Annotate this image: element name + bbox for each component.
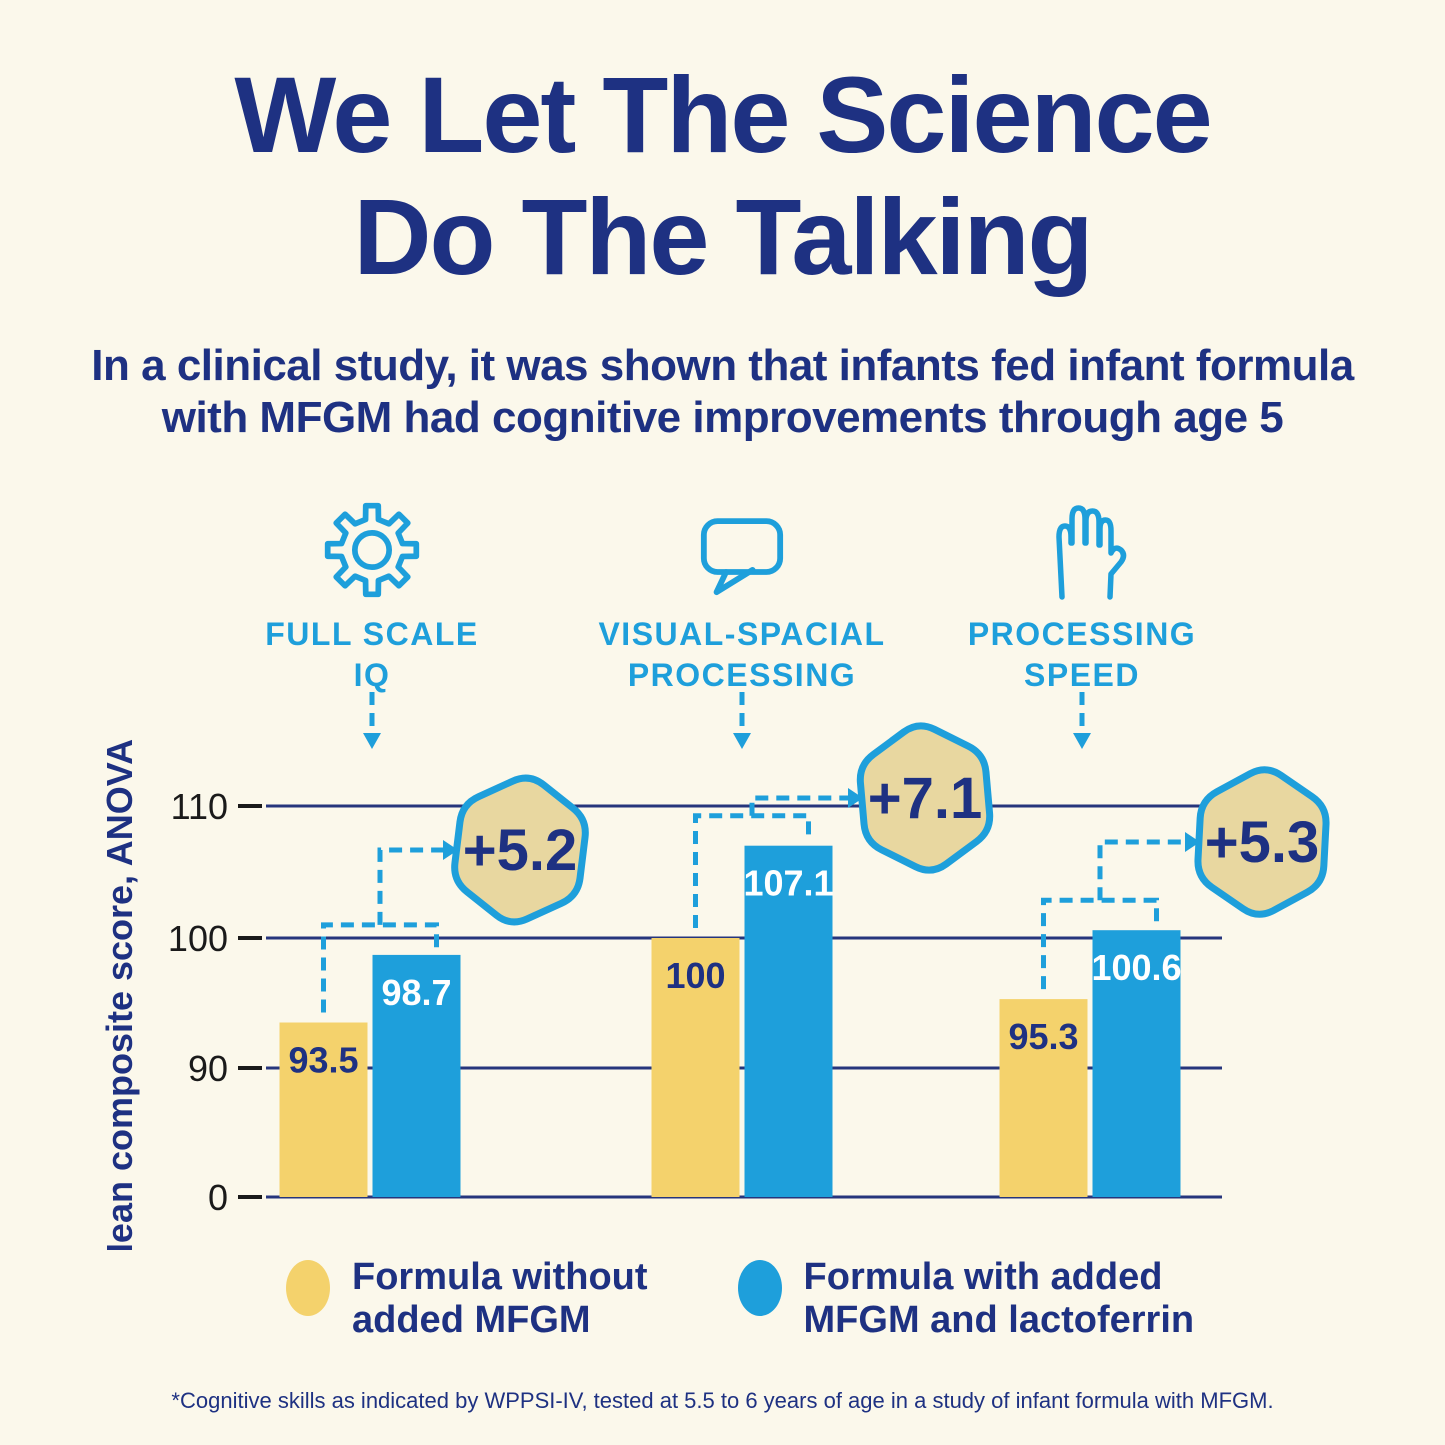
- badge-connector: [377, 847, 444, 925]
- gear-icon: [324, 502, 420, 598]
- bar-value-label: 98.7: [381, 972, 451, 1013]
- arrowhead: [848, 788, 863, 808]
- speech-bubble-icon: [700, 518, 784, 596]
- category-processing-speed: PROCESSING SPEED: [872, 482, 1292, 696]
- bar-with-mfgm: [744, 845, 833, 1197]
- badge-connector: [749, 795, 849, 816]
- page-subtitle: In a clinical study, it was shown that i…: [0, 340, 1445, 444]
- badge-hexagon: [451, 774, 589, 926]
- bar-value-label: 93.5: [288, 1040, 358, 1081]
- legend-label-line-2: MFGM and lactoferrin: [803, 1298, 1195, 1341]
- difference-badge: +5.3: [1194, 766, 1330, 918]
- page-title: We Let The Science Do The Talking: [0, 54, 1445, 298]
- difference-value: +7.1: [868, 766, 983, 831]
- category-label: VISUAL-SPACIAL PROCESSING: [532, 614, 952, 696]
- icon-box: [872, 482, 1292, 602]
- title-line-2: Do The Talking: [353, 176, 1093, 298]
- bracket-connector: [321, 922, 439, 1013]
- arrowhead: [443, 840, 458, 860]
- badge-connector: [1097, 839, 1186, 901]
- legend-item-without-mfgm: Formula without added MFGM: [286, 1256, 648, 1341]
- icon-box: [162, 482, 582, 602]
- arrowhead: [733, 733, 751, 749]
- y-tick-label: 0: [208, 1177, 228, 1218]
- y-axis-title: Mean composite score, ANOVA: [99, 739, 140, 1250]
- bar-with-mfgm: [1092, 930, 1181, 1197]
- subtitle-line-1: In a clinical study, it was shown that i…: [91, 341, 1354, 390]
- bar-without-mfgm: [999, 999, 1088, 1197]
- category-label-line-1: PROCESSING: [967, 616, 1197, 652]
- category-full-scale-iq: FULL SCALE IQ: [162, 482, 582, 696]
- bracket-connector: [693, 813, 811, 928]
- legend-label-line-1: Formula without: [352, 1256, 648, 1298]
- y-tick-label: 100: [168, 918, 228, 959]
- title-line-1: We Let The Science: [234, 54, 1212, 175]
- category-visual-spacial-processing: VISUAL-SPACIAL PROCESSING: [532, 482, 952, 696]
- bar-with-mfgm: [372, 954, 461, 1197]
- category-label: PROCESSING SPEED: [872, 614, 1292, 696]
- legend-label: Formula without added MFGM: [352, 1256, 648, 1341]
- y-tick-label: 110: [171, 786, 228, 827]
- badge-hexagon: [1194, 766, 1330, 918]
- category-label-line-1: VISUAL-SPACIAL: [598, 616, 886, 652]
- arrowhead: [1185, 832, 1200, 852]
- category-label-line-1: FULL SCALE: [265, 616, 479, 652]
- difference-value: +5.2: [463, 818, 578, 883]
- bracket-connector: [1041, 897, 1159, 990]
- legend-label-line-1: Formula with added: [803, 1256, 1163, 1298]
- y-tick-label: 90: [188, 1048, 228, 1089]
- difference-value: +5.3: [1205, 810, 1320, 875]
- legend-swatch-blue: [737, 1260, 782, 1316]
- bar-value-label: 100.6: [1091, 947, 1181, 988]
- icon-box: [532, 482, 952, 602]
- bar-value-label: 100: [665, 955, 725, 996]
- hand-icon: [1056, 505, 1127, 600]
- bar-without-mfgm: [279, 1022, 368, 1197]
- category-label-line-2: PROCESSING: [627, 656, 857, 693]
- legend-swatch-yellow: [286, 1260, 330, 1316]
- subtitle-line-2: with MFGM had cognitive improvements thr…: [161, 392, 1284, 442]
- category-label: FULL SCALE IQ: [162, 614, 582, 696]
- category-label-line-2: SPEED: [1024, 656, 1140, 693]
- bar-value-label: 95.3: [1008, 1016, 1078, 1057]
- bar-without-mfgm: [651, 938, 740, 1197]
- arrowhead: [363, 733, 381, 749]
- footnote: *Cognitive skills as indicated by WPPSI-…: [171, 1388, 1274, 1413]
- chart-legend: Formula without added MFGM Formula with …: [286, 1256, 1194, 1341]
- bar-chart: 110 100 90 0 Mean composite score, ANOVA 93.5…: [99, 692, 1330, 1250]
- legend-label: Formula with added MFGM and lactoferrin: [804, 1256, 1195, 1341]
- difference-badge: +7.1: [856, 722, 994, 874]
- difference-badge: +5.2: [451, 774, 589, 926]
- category-label-line-2: IQ: [353, 656, 391, 693]
- legend-label-line-2: added MFGM: [352, 1298, 591, 1341]
- bar-value-label: 107.1: [743, 863, 833, 904]
- badge-hexagon: [856, 722, 994, 874]
- category-header-row: FULL SCALE IQ VISUAL-SPACIAL PROCESSING: [0, 482, 1445, 693]
- arrowhead: [1073, 733, 1091, 749]
- legend-item-with-mfgm: Formula with added MFGM and lactoferrin: [737, 1256, 1195, 1341]
